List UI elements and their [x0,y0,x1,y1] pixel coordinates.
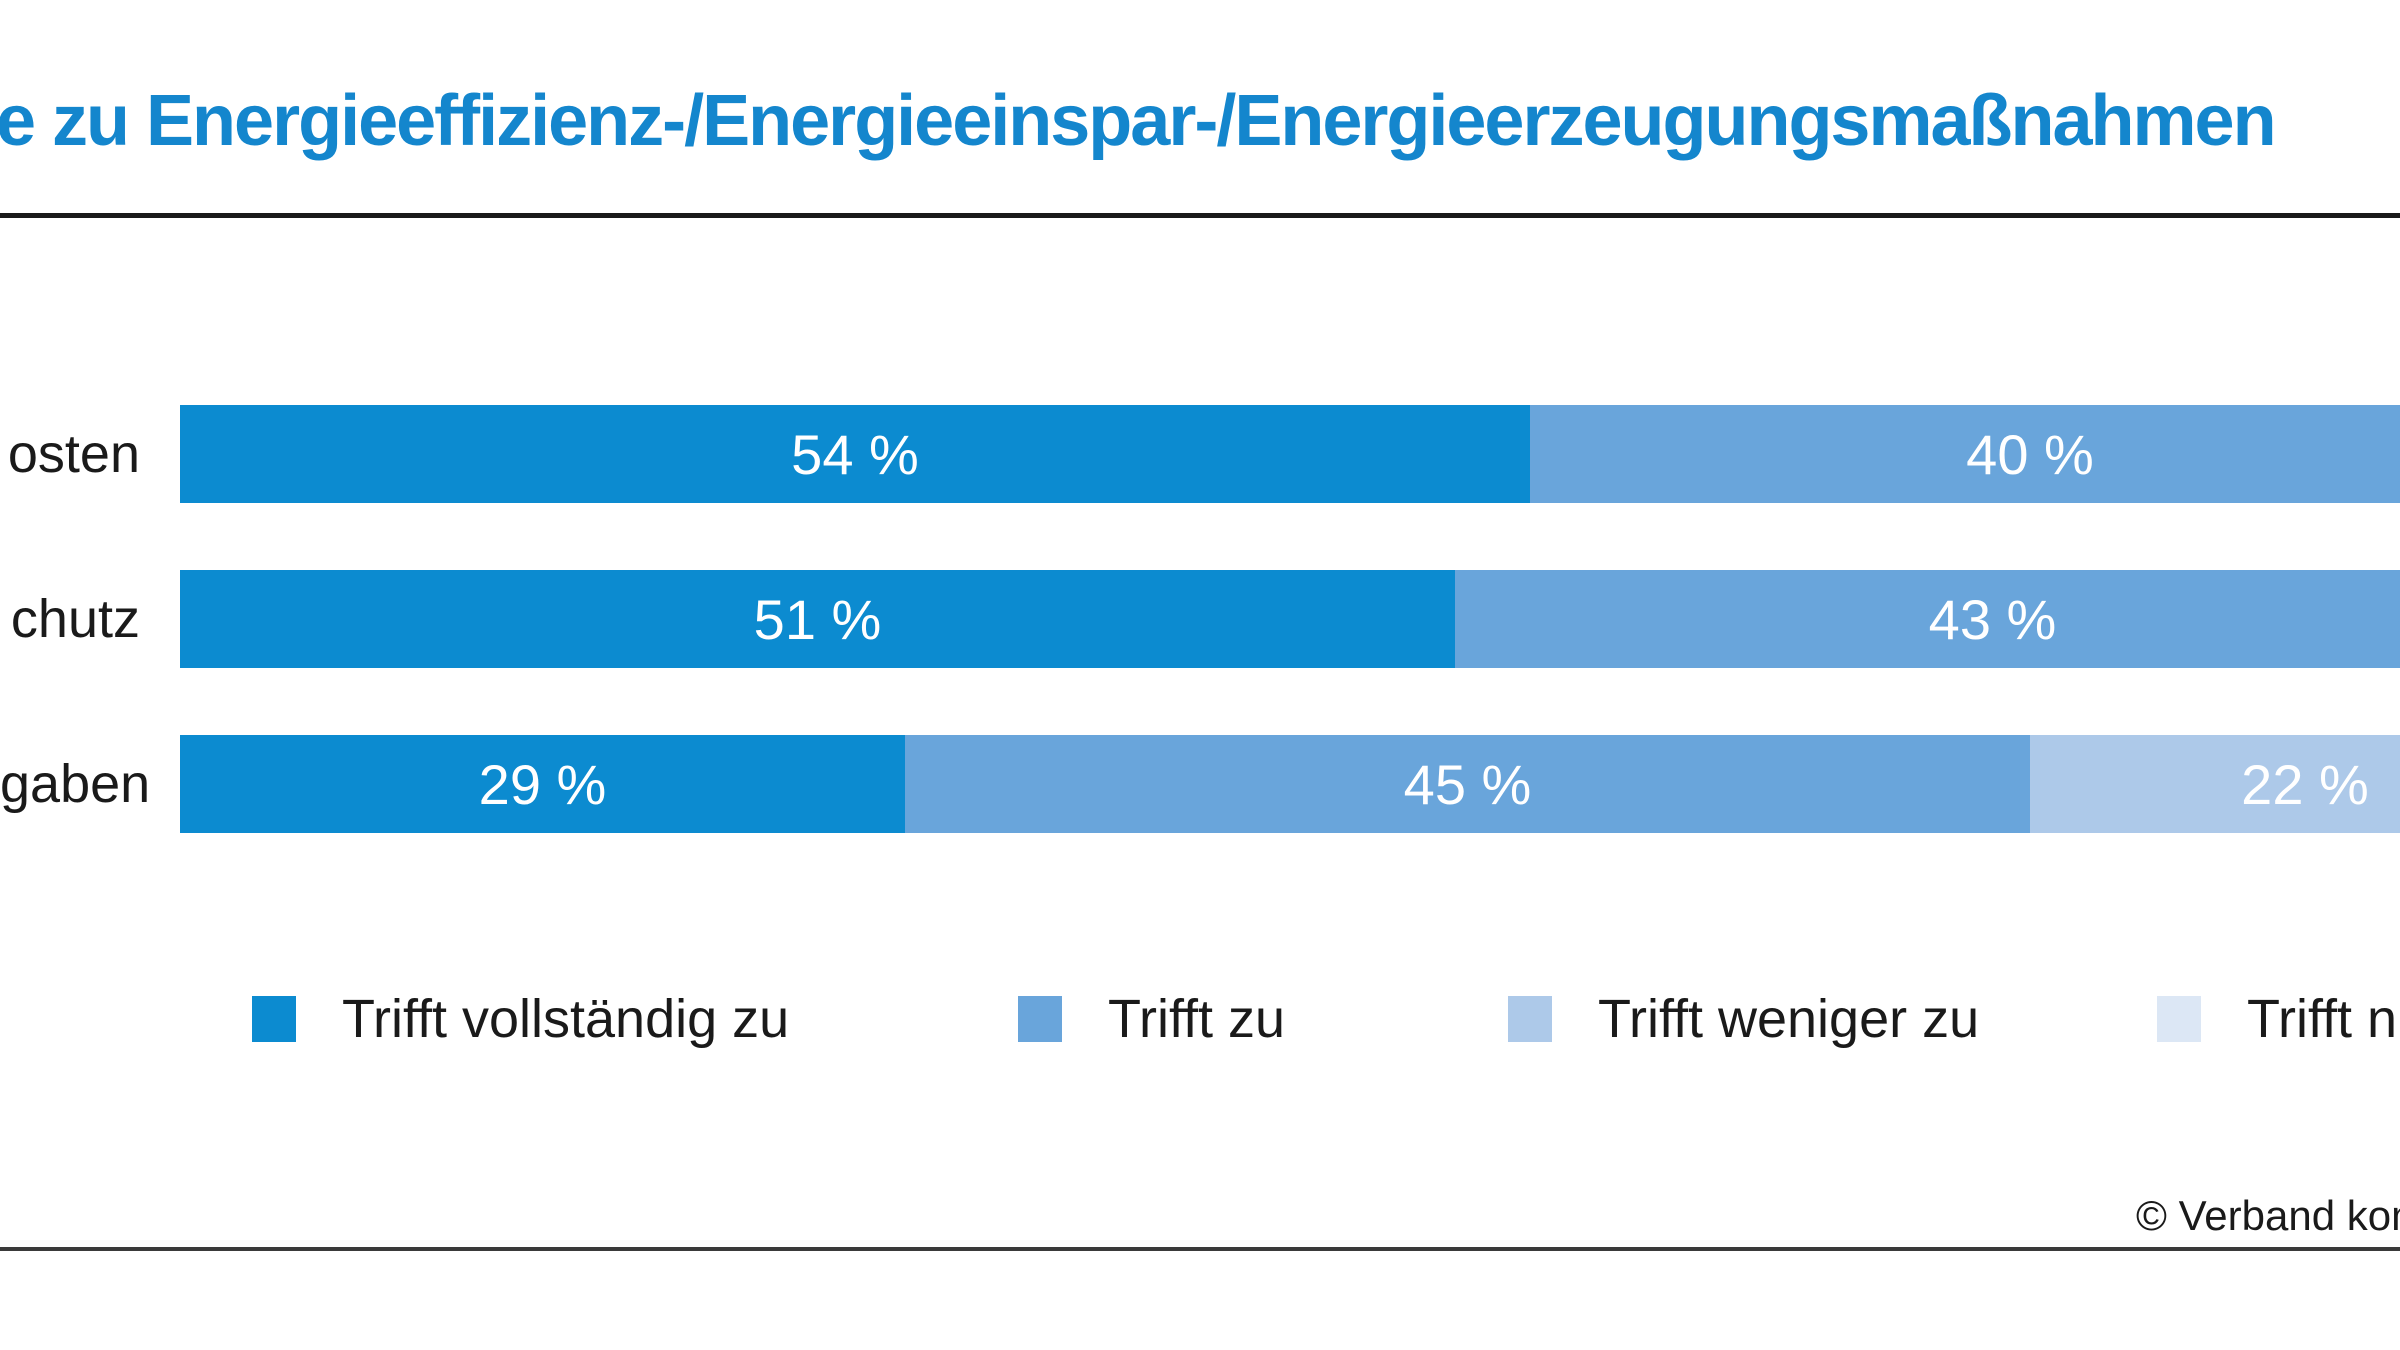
legend-item: Trifft vollständig zu [252,989,789,1049]
category-label: chutz [10,589,140,649]
legend-label: Trifft weniger zu [1598,989,1980,1049]
bar-segment: 54 % [180,405,1530,503]
stacked-bar: 29 % 45 % 22 % [180,735,2400,833]
bar-row: osten 54 % 40 % [0,405,2400,503]
legend-item: Trifft n [2157,989,2397,1049]
top-rule [0,213,2400,218]
copyright-note: © Verband kom [2136,1192,2400,1239]
bottom-rule [0,1247,2400,1251]
legend-swatch [2157,996,2201,1042]
bar-segment-label: 45 % [1403,752,1532,816]
legend-label: Trifft n [2247,989,2398,1049]
bar-segment-label: 29 % [478,752,607,816]
bar-segment: 22 % [2030,735,2400,833]
bar-segment: 51 % [180,570,1455,668]
legend-item: Trifft weniger zu [1508,989,1979,1049]
bar-segment-label: 40 % [1966,422,2094,486]
category-label: osten [7,424,140,484]
bar-row: chutz 51 % 43 % [0,570,2400,668]
legend-swatch [1018,996,1062,1042]
bar-row: gaben 29 % 45 % 22 % [0,735,2400,833]
bar-segment-label: 51 % [753,587,882,651]
stacked-bar: 51 % 43 % [180,570,2400,668]
bar-segment: 45 % [905,735,2030,833]
legend-item: Trifft zu [1018,989,1285,1049]
legend-swatch [1508,996,1552,1042]
bar-segment: 29 % [180,735,905,833]
bar-segment: 40 % [1530,405,2400,503]
legend-label: Trifft vollständig zu [342,989,790,1049]
bar-segment-label: 22 % [2241,752,2369,816]
stacked-bar: 54 % 40 % [180,405,2400,503]
legend-label: Trifft zu [1108,989,1286,1049]
category-label: gaben [0,754,151,814]
legend-swatch [252,996,296,1042]
chart-title: e zu Energieeffizienz-/Energieeinspar-/E… [0,81,2277,161]
bar-segment: 43 % [1455,570,2400,668]
bar-segment-label: 54 % [791,422,919,486]
bar-segment-label: 43 % [1928,587,2057,651]
